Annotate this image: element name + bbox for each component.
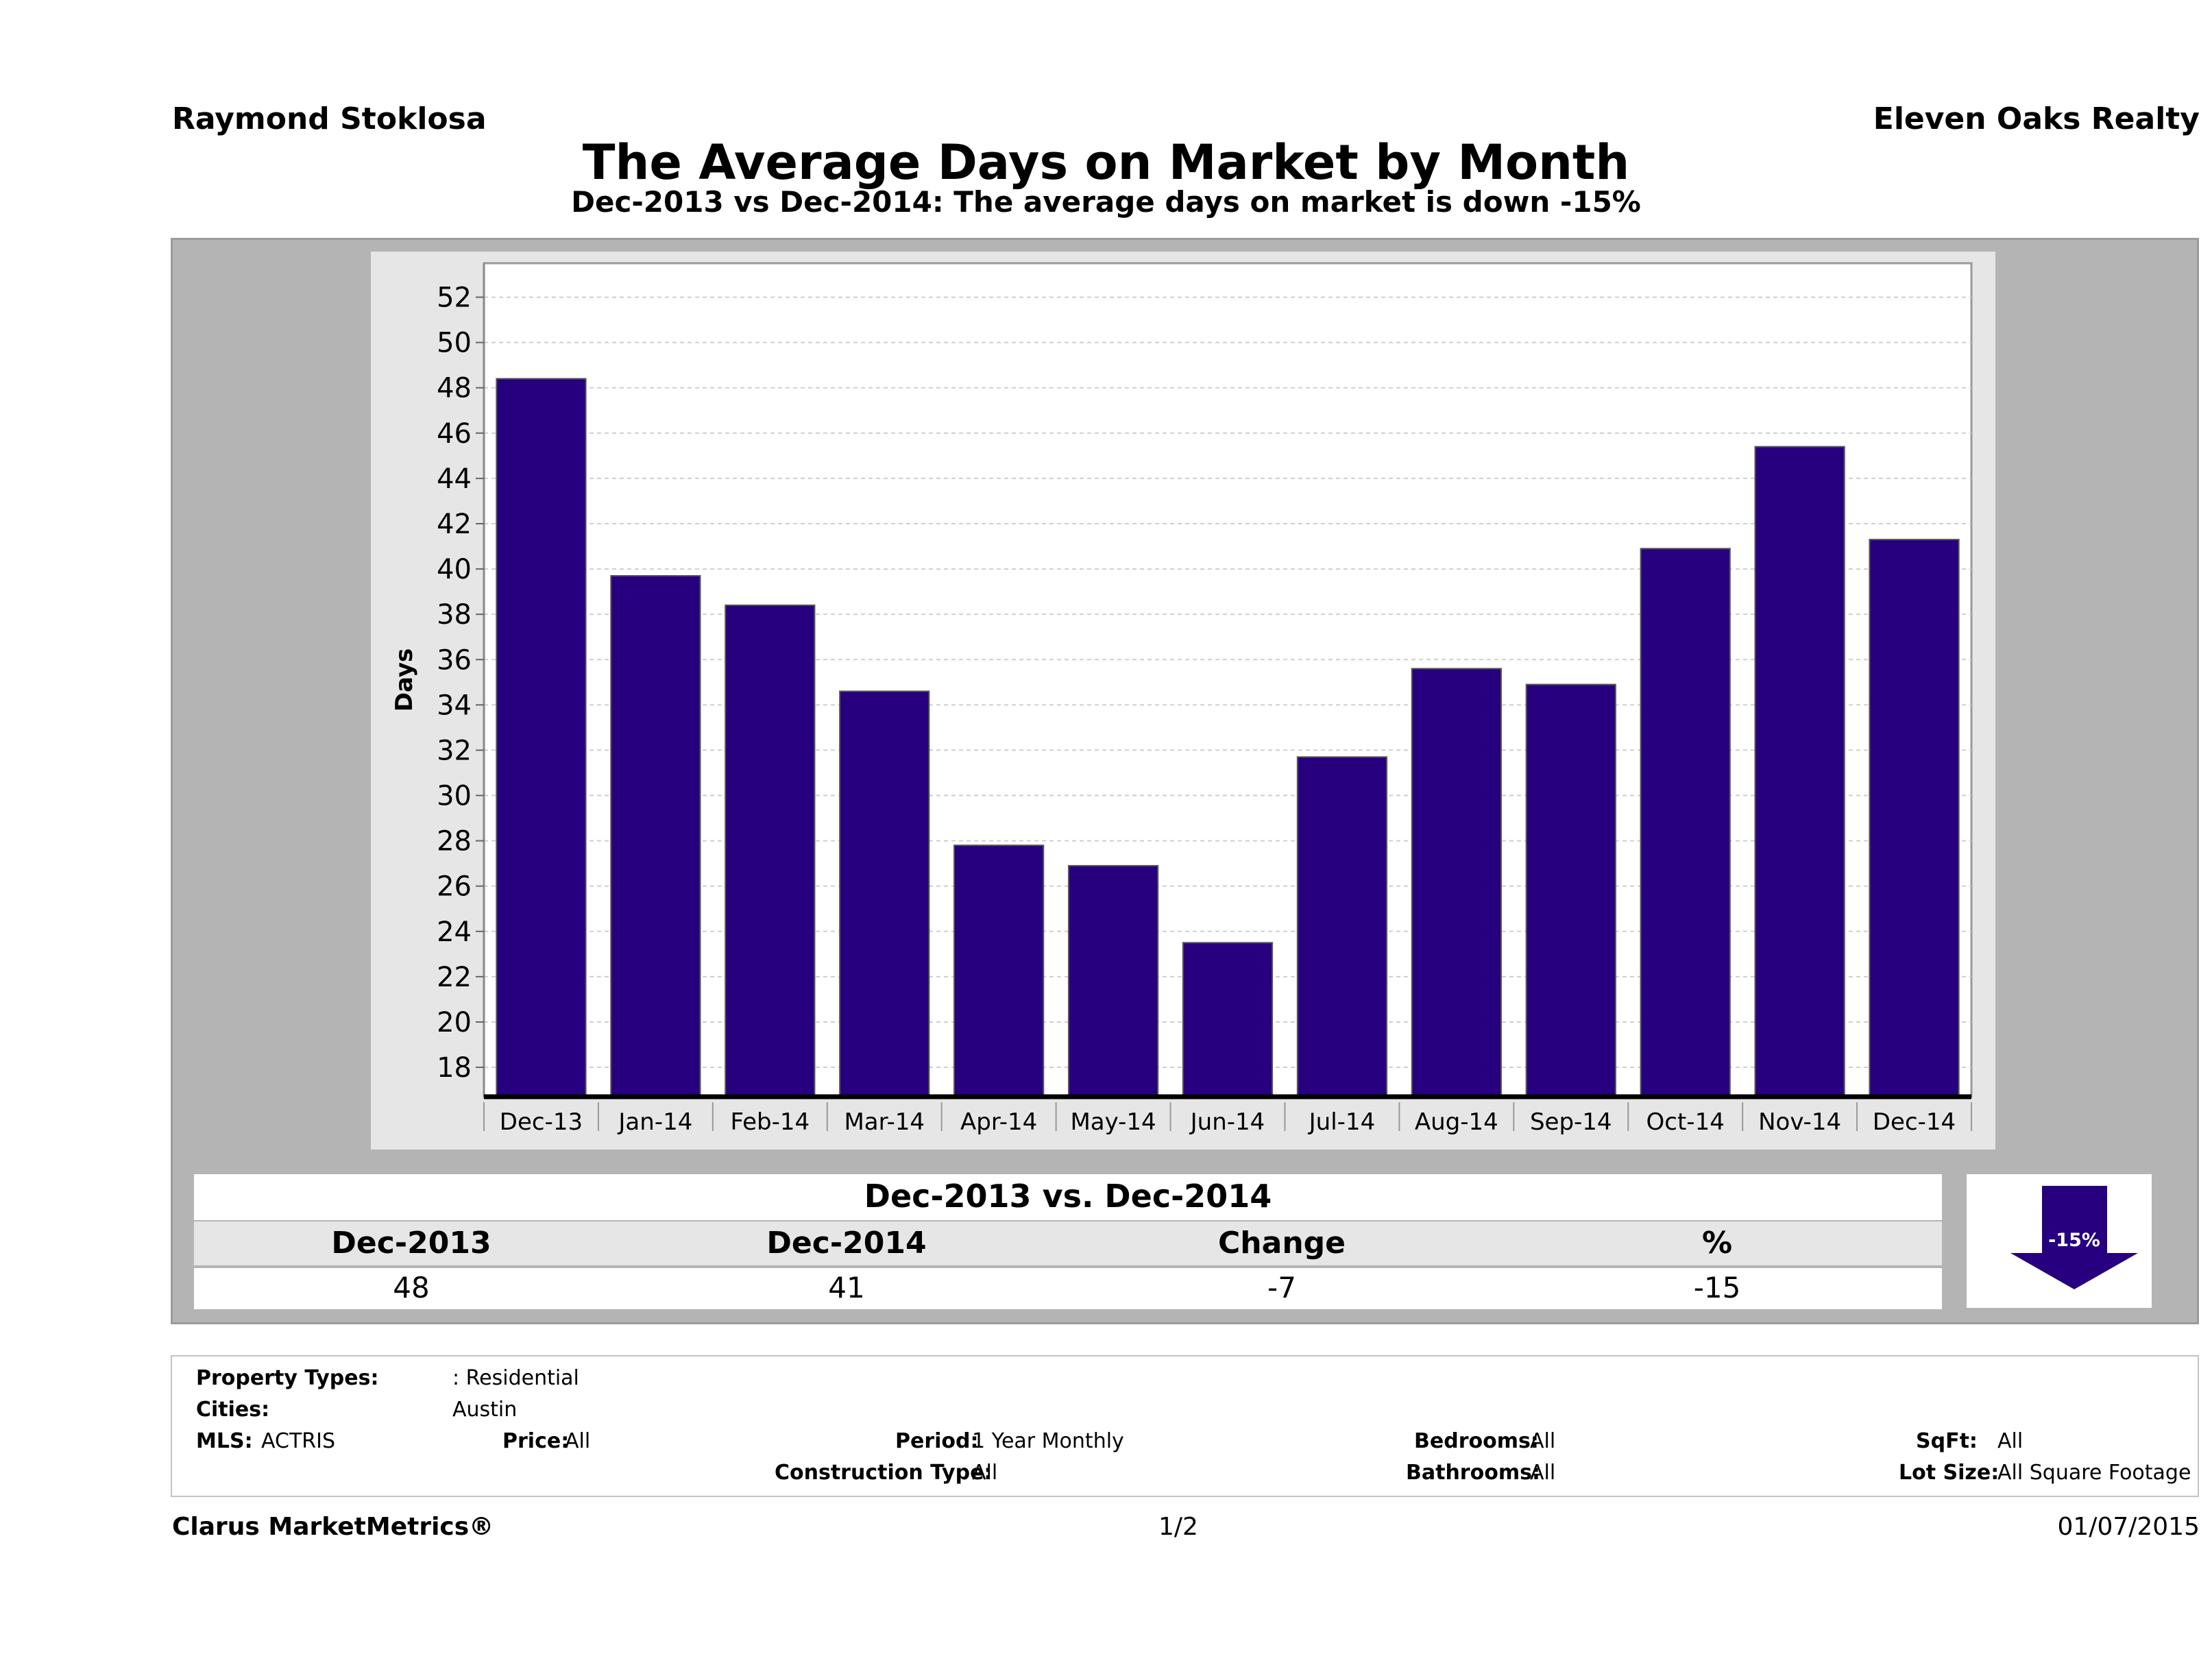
x-tick-label: Dec-13 (500, 1108, 583, 1136)
y-tick-label: 38 (437, 599, 472, 631)
summary-value-row (194, 1268, 1942, 1309)
summary-value-end: 41 (828, 1271, 865, 1304)
page-subtitle: Dec-2013 vs Dec-2014: The average days o… (571, 185, 1641, 219)
x-tick-label: Sep-14 (1530, 1108, 1612, 1136)
y-tick-label: 30 (437, 781, 472, 812)
y-tick-label: 42 (437, 509, 472, 540)
bar (1640, 548, 1731, 1097)
property-types-value: : Residential (452, 1366, 579, 1390)
x-tick-label: Aug-14 (1415, 1108, 1498, 1136)
x-tick-label: Mar-14 (844, 1108, 925, 1136)
lot-size-value: All Square Footage (1997, 1461, 2191, 1485)
y-tick-label: 40 (437, 554, 472, 585)
summary-title: Dec-2013 vs. Dec-2014 (864, 1178, 1272, 1215)
bathrooms-label: Bathrooms: (1406, 1461, 1540, 1485)
y-tick-label: 44 (437, 463, 472, 495)
bar (1754, 446, 1845, 1097)
sqft-value: All (1997, 1429, 2023, 1453)
bar (1296, 756, 1388, 1097)
summary-header-percent: % (1701, 1226, 1733, 1261)
y-tick-label: 50 (437, 328, 472, 359)
y-tick-label: 28 (437, 826, 472, 858)
y-tick-label: 34 (437, 690, 472, 721)
page-number: 1/2 (1158, 1513, 1198, 1541)
y-tick-label: 36 (437, 644, 472, 676)
y-tick-label: 46 (437, 418, 472, 450)
y-tick-label: 52 (437, 282, 472, 314)
bedrooms-value: All (1530, 1429, 1556, 1453)
y-axis-title: Days (391, 648, 418, 712)
y-tick-label: 24 (437, 916, 472, 948)
y-tick-label: 20 (437, 1007, 472, 1038)
summary-value-start: 48 (393, 1271, 430, 1304)
down-arrow-icon: -15% (2010, 1186, 2138, 1289)
bar (610, 575, 701, 1097)
construction-type-value: All (972, 1461, 998, 1485)
cities-value: Austin (452, 1398, 518, 1422)
summary-header-row (194, 1221, 1942, 1265)
bar (1182, 942, 1274, 1097)
x-tick-label: Jul-14 (1308, 1108, 1376, 1136)
agent-name: Raymond Stoklosa (172, 101, 487, 136)
page-title: The Average Days on Market by Month (582, 134, 1630, 191)
summary-header-start: Dec-2013 (331, 1226, 491, 1261)
x-tick-label: Jan-14 (617, 1108, 692, 1136)
bathrooms-value: All (1530, 1461, 1556, 1485)
x-tick-label: Oct-14 (1646, 1108, 1725, 1136)
x-tick-label: Apr-14 (960, 1108, 1037, 1136)
bar (953, 844, 1045, 1098)
y-tick-label: 18 (437, 1052, 472, 1084)
y-tick-label: 26 (437, 871, 472, 903)
summary-value-change: -7 (1267, 1271, 1296, 1304)
mls-label: MLS: (196, 1429, 253, 1453)
plot-area: 18 20 22 24 26 28 30 32 34 36 38 40 42 44 46 48 50 52 Dec-… (391, 262, 1973, 1136)
bar (1411, 668, 1502, 1097)
summary-header-change: Change (1218, 1226, 1346, 1261)
company-name: Eleven Oaks Realty (1873, 101, 2200, 136)
sqft-label: SqFt: (1916, 1429, 1978, 1453)
price-label: Price: (502, 1429, 570, 1453)
mls-value: ACTRIS (261, 1429, 336, 1453)
bar (1525, 683, 1616, 1097)
lot-size-label: Lot Size: (1899, 1461, 2000, 1485)
bedrooms-label: Bedrooms: (1414, 1429, 1539, 1453)
y-tick-label: 32 (437, 735, 472, 766)
period-value: 1 Year Monthly (972, 1429, 1124, 1453)
summary-header-end: Dec-2014 (766, 1226, 927, 1261)
period-label: Period: (895, 1429, 979, 1453)
x-tick-label: Jun-14 (1189, 1108, 1265, 1136)
footer-brand: Clarus MarketMetrics® (172, 1513, 494, 1541)
bar (1869, 539, 1960, 1097)
price-value: All (565, 1429, 591, 1453)
construction-type-label: Construction Type: (775, 1461, 993, 1485)
bar (1067, 864, 1159, 1098)
x-tick-label: May-14 (1070, 1108, 1156, 1136)
bar (725, 604, 816, 1097)
bar (496, 378, 587, 1098)
y-tick-label: 48 (437, 373, 472, 404)
property-types-label: Property Types: (196, 1366, 379, 1390)
report-date: 01/07/2015 (2057, 1513, 2200, 1541)
x-tick-label: Dec-14 (1873, 1108, 1956, 1136)
summary-value-percent: -15 (1693, 1271, 1741, 1304)
bar (839, 690, 930, 1097)
bar-chart: 18 20 22 24 26 28 30 32 34 36 38 40 42 44 46 48 50 52 Dec-… (391, 262, 1973, 1136)
y-tick-label: 22 (437, 962, 472, 993)
change-badge-label: -15% (2048, 1230, 2100, 1251)
criteria-panel (171, 1355, 2199, 1497)
summary-title-box (194, 1174, 1942, 1220)
x-tick-label: Nov-14 (1758, 1108, 1841, 1136)
cities-label: Cities: (196, 1398, 270, 1422)
x-tick-label: Feb-14 (730, 1108, 810, 1136)
